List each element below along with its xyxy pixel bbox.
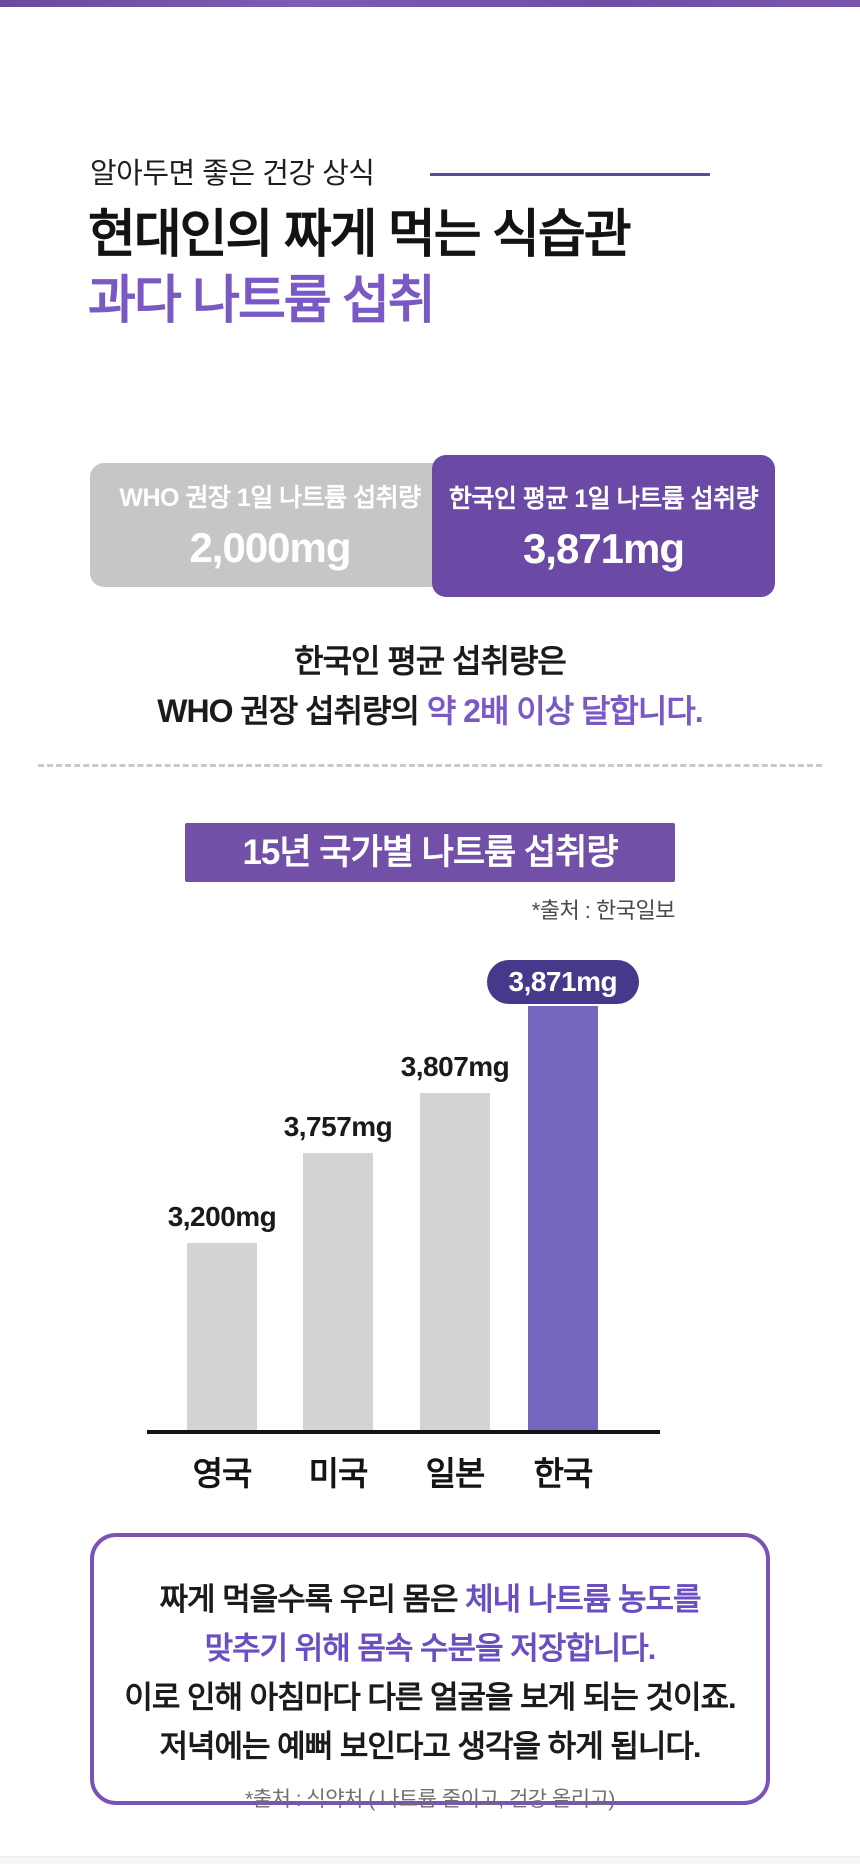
bar-category-label: 영국 — [192, 1455, 253, 1492]
note-line4: 저녁에는 예뻐 보인다고 생각을 하게 됩니다. — [159, 1729, 701, 1764]
bar-highlight — [528, 1006, 598, 1430]
note-body: 짜게 먹을수록 우리 몸은 체내 나트륨 농도를 맞추기 위해 몸속 수분을 저… — [94, 1575, 766, 1771]
who-intake-value: 2,000mg — [189, 524, 351, 571]
bar-value-badge: 3,871mg — [486, 960, 640, 1004]
note-line1-highlight: 체내 나트륨 농도를 — [465, 1582, 701, 1617]
note-line1: 짜게 먹을수록 우리 몸은 체내 나트륨 농도를 — [94, 1575, 766, 1624]
korea-intake-card: 한국인 평균 1일 나트륨 섭취량 3,871mg — [432, 455, 775, 597]
bar-chart: 3,200mg 영국 3,757mg 미국 3,807mg 일본 3,871mg 한국 — [0, 955, 860, 1505]
comparison-summary-line1: 한국인 평균 섭취량은 — [294, 643, 567, 679]
page-title-line1: 현대인의 짜게 먹는 식습관 — [88, 206, 632, 264]
summary-line2-highlight: 약 2배 이상 달합니다. — [426, 693, 704, 729]
chart-baseline-axis — [147, 1430, 660, 1434]
chart-source-text: *출처 : 한국일보 — [531, 898, 676, 923]
korea-intake-label: 한국인 평균 1일 나트륨 섭취량 — [448, 485, 759, 513]
who-intake-card: WHO 권장 1일 나트륨 섭취량 2,000mg — [90, 463, 450, 587]
korea-intake-value: 3,871mg — [522, 525, 685, 572]
who-intake-label: WHO 권장 1일 나트륨 섭취량 — [119, 484, 421, 512]
bar — [420, 1093, 490, 1430]
bar-value-label: 3,200mg — [167, 1201, 277, 1232]
bottom-edge-band — [0, 1856, 860, 1864]
dashed-divider — [38, 764, 822, 767]
bar-value-label: 3,757mg — [283, 1111, 393, 1142]
note-card: 짜게 먹을수록 우리 몸은 체내 나트륨 농도를 맞추기 위해 몸속 수분을 저… — [90, 1533, 770, 1811]
note-line2-highlight: 맞추기 위해 몸속 수분을 저장합니다. — [204, 1631, 657, 1666]
bar-category-label: 한국 — [533, 1455, 594, 1492]
summary-line2-prefix: WHO 권장 섭취량의 — [157, 693, 427, 729]
comparison-summary: 한국인 평균 섭취량은 WHO 권장 섭취량의 약 2배 이상 달합니다. — [0, 636, 860, 736]
bar-value-label: 3,807mg — [400, 1051, 510, 1082]
top-accent-bar — [0, 0, 860, 7]
bar — [187, 1243, 257, 1430]
note-line3: 이로 인해 아침마다 다른 얼굴을 보게 되는 것이죠. — [124, 1680, 736, 1715]
chart-title-banner: 15년 국가별 나트륨 섭취량 — [185, 823, 675, 882]
note-source-text: *출처 : 식약처 ( 나트륨 줄이고, 건강 올리고) — [245, 1788, 615, 1811]
bar-category-label: 일본 — [425, 1455, 486, 1492]
bar — [303, 1153, 373, 1430]
note-line1-prefix: 짜게 먹을수록 우리 몸은 — [159, 1582, 466, 1617]
eyebrow-divider-line — [430, 173, 710, 176]
eyebrow-text: 알아두면 좋은 건강 상식 — [90, 158, 375, 190]
bar-category-label: 미국 — [308, 1455, 369, 1492]
page-title-line2: 과다 나트륨 섭취 — [88, 272, 436, 330]
comparison-summary-line2: WHO 권장 섭취량의 약 2배 이상 달합니다. — [0, 686, 860, 736]
page-title: 현대인의 짜게 먹는 식습관 과다 나트륨 섭취 — [88, 202, 632, 334]
